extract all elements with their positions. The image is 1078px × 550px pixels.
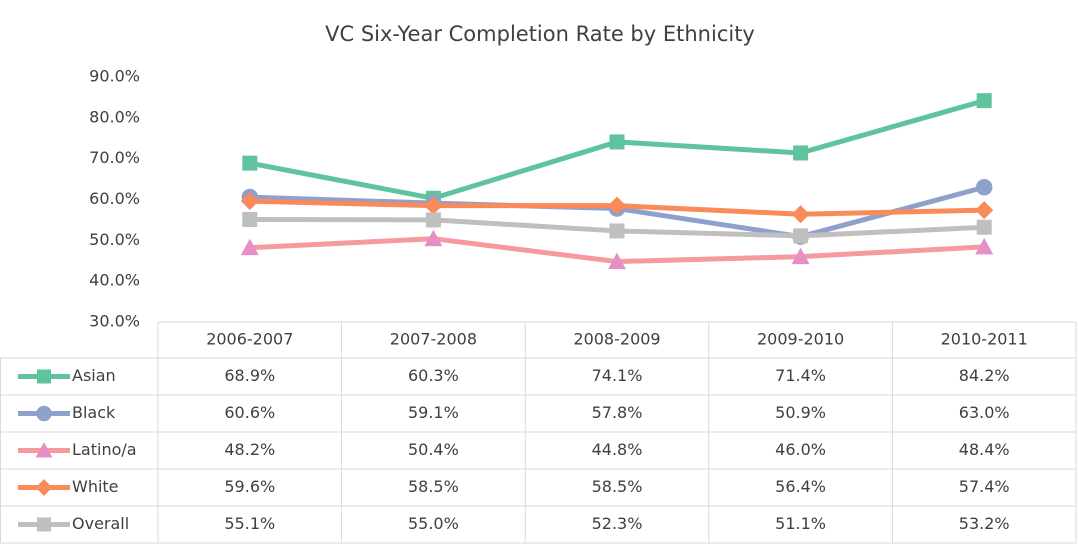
table-cell: 53.2% <box>959 514 1010 533</box>
legend-marker <box>37 517 51 532</box>
table-cell: 48.2% <box>224 440 275 459</box>
legend-marker <box>35 442 53 458</box>
y-tick-label: 30.0% <box>89 312 140 331</box>
table-cell: 50.9% <box>775 403 826 422</box>
legend-label: Latino/a <box>72 440 137 459</box>
y-tick-label: 80.0% <box>89 107 140 126</box>
marker <box>609 223 625 239</box>
x-tick-label: 2009-2010 <box>757 330 844 349</box>
marker <box>424 229 443 247</box>
table-cell: 55.0% <box>408 514 459 533</box>
table-cell: 51.1% <box>775 514 826 533</box>
marker <box>975 179 993 196</box>
legend-label: Asian <box>72 366 116 385</box>
marker <box>240 192 259 211</box>
legend-marker <box>36 405 52 422</box>
marker <box>240 238 259 256</box>
table-cell: 63.0% <box>959 403 1010 422</box>
legend-marker <box>35 479 53 496</box>
marker <box>793 145 809 161</box>
marker <box>608 252 626 270</box>
table-cell: 60.6% <box>224 403 275 422</box>
y-tick-label: 90.0% <box>89 67 140 86</box>
table-cell: 57.8% <box>592 403 643 422</box>
marker <box>608 196 626 215</box>
y-tick-label: 40.0% <box>89 271 140 290</box>
legend-marker <box>37 369 51 384</box>
table-cell: 59.6% <box>224 477 275 496</box>
table-cell: 84.2% <box>959 366 1010 385</box>
table-cell: 59.1% <box>408 403 459 422</box>
marker <box>791 205 810 224</box>
table-cell: 68.9% <box>224 366 275 385</box>
table-cell: 48.4% <box>959 440 1010 459</box>
table-cell: 58.5% <box>592 477 643 496</box>
table-cell: 71.4% <box>775 366 826 385</box>
table-cell: 44.8% <box>592 440 643 459</box>
marker <box>976 93 992 109</box>
table-cell: 55.1% <box>224 514 275 533</box>
x-tick-label: 2008-2009 <box>573 330 660 349</box>
table-cell: 60.3% <box>408 366 459 385</box>
marker <box>976 219 992 235</box>
x-tick-label: 2010-2011 <box>941 330 1028 349</box>
marker <box>793 228 809 244</box>
marker <box>242 155 258 171</box>
table-cell: 74.1% <box>592 366 643 385</box>
table-cell: 46.0% <box>775 440 826 459</box>
table-cell: 58.5% <box>408 477 459 496</box>
marker <box>791 247 810 265</box>
table-cell: 56.4% <box>775 477 826 496</box>
legend-label: White <box>72 477 119 496</box>
legend-label: Overall <box>72 514 129 533</box>
table-cell: 52.3% <box>592 514 643 533</box>
marker <box>609 134 625 150</box>
x-tick-label: 2006-2007 <box>206 330 293 349</box>
chart-title: VC Six-Year Completion Rate by Ethnicity <box>325 22 755 46</box>
x-tick-label: 2007-2008 <box>390 330 477 349</box>
marker <box>424 196 443 215</box>
y-tick-label: 70.0% <box>89 148 140 167</box>
table-cell: 57.4% <box>959 477 1010 496</box>
marker <box>242 212 258 228</box>
y-tick-label: 60.0% <box>89 189 140 208</box>
marker <box>975 201 994 220</box>
table-cell: 50.4% <box>408 440 459 459</box>
series-line <box>249 98 985 201</box>
marker <box>425 212 441 228</box>
legend-label: Black <box>72 403 116 422</box>
y-tick-label: 50.0% <box>89 230 140 249</box>
marker <box>975 237 994 255</box>
